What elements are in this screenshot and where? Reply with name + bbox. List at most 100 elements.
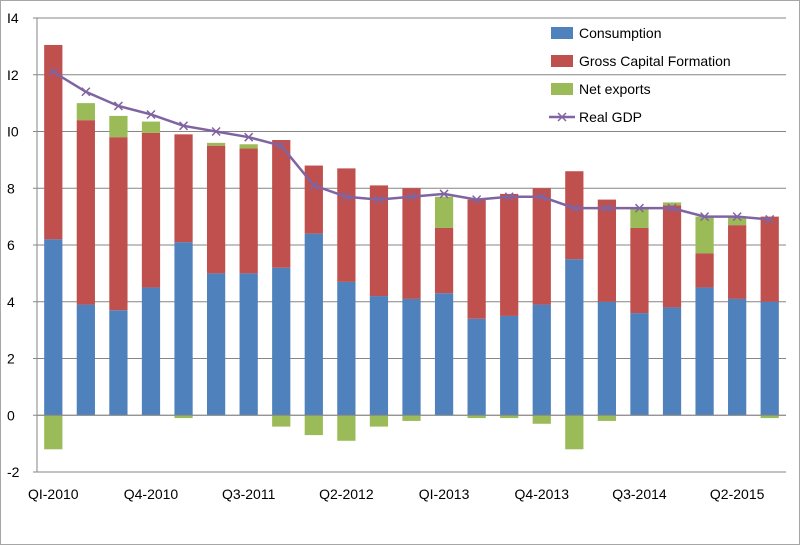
bar-consumption (109, 310, 128, 416)
gdp-point (472, 195, 482, 205)
gdp-point (309, 180, 319, 190)
gdp-point (146, 109, 156, 120)
bar-net-exports (304, 415, 323, 436)
bar-consumption (467, 318, 486, 416)
x-tick-label: Q4-2013 (515, 486, 570, 502)
x-tick-label: Q4-2010 (124, 486, 179, 502)
bar-net-exports (141, 121, 161, 133)
gdp-marker-stroke (211, 126, 221, 137)
bar-gross-capital-formation (500, 193, 519, 316)
bar-consumption (369, 296, 389, 416)
bar-consumption (76, 304, 95, 416)
bar-gross-capital-formation (630, 227, 649, 314)
gdp-marker-stroke (602, 203, 612, 213)
bar-net-exports (369, 415, 389, 427)
bar-consumption (565, 259, 584, 416)
bar-gross-capital-formation (434, 227, 454, 294)
bar-net-exports (467, 415, 486, 419)
bar-net-exports (402, 415, 421, 421)
gdp-marker-stroke (732, 212, 742, 222)
gdp-marker-stroke (504, 192, 514, 202)
x-tick-label: QI-2010 (28, 486, 79, 502)
bar-consumption (141, 287, 161, 416)
bar-net-exports (565, 415, 584, 450)
bar-net-exports (174, 415, 193, 419)
bar-gross-capital-formation (597, 199, 617, 302)
y-tick-label: -2 (7, 464, 20, 480)
y-tick-label: 8 (7, 180, 15, 196)
gdp-marker-stroke (537, 192, 547, 202)
bar-net-exports (76, 103, 95, 121)
y-tick-label: 0 (7, 407, 15, 423)
legend-swatch-gross-capital-formation (551, 55, 573, 67)
x-tick-label: Q3-2011 (222, 486, 276, 502)
bar-consumption (728, 298, 747, 416)
bar-consumption (434, 293, 454, 416)
gdp-point (537, 192, 547, 202)
gdp-point (569, 203, 579, 213)
bar-net-exports (532, 415, 551, 424)
legend-label: Real GDP (579, 109, 642, 125)
gdp-point (179, 121, 189, 131)
bars (44, 44, 779, 450)
y-tick-label: I2 (7, 67, 19, 83)
y-tick-label: 6 (7, 237, 15, 253)
legend-label: Consumption (579, 25, 662, 41)
bar-consumption (44, 239, 63, 416)
bar-gross-capital-formation (337, 168, 356, 282)
bar-consumption (206, 273, 226, 416)
bar-consumption (174, 242, 193, 416)
gdp-point (244, 132, 254, 142)
bar-gross-capital-formation (369, 185, 389, 297)
gdp-marker-stroke (48, 67, 58, 77)
gdp-marker-stroke (309, 180, 319, 190)
bar-consumption (532, 304, 551, 416)
bar-gross-capital-formation (239, 148, 258, 274)
bar-consumption (760, 301, 779, 416)
legend-swatch-consumption (551, 27, 573, 39)
bar-gross-capital-formation (760, 216, 779, 302)
gdp-line-layer (48, 67, 775, 224)
bar-gross-capital-formation (532, 188, 551, 305)
gdp-marker-stroke (569, 203, 579, 213)
axes: -2 0 2 4 6 8 I0 I2 I4 QI-2010 Q4-2010 Q3-2011 Q2-201… (7, 10, 786, 502)
gdp-marker-stroke (439, 189, 449, 199)
bar-gross-capital-formation (272, 140, 291, 268)
gdp-marker-stroke (179, 121, 189, 131)
gdp-point (634, 203, 644, 213)
bar-gross-capital-formation (467, 199, 486, 319)
x-tick-label: Q2-2012 (319, 486, 374, 502)
bar-gross-capital-formation (728, 225, 747, 299)
gdp-point (81, 87, 91, 97)
gdp-marker-stroke (341, 192, 351, 202)
bar-net-exports (109, 115, 128, 138)
gdp-point (732, 212, 742, 222)
bar-gross-capital-formation (206, 145, 226, 274)
bar-net-exports (630, 208, 649, 228)
bar-gross-capital-formation (565, 171, 584, 260)
gdp-marker-stroke (406, 192, 417, 202)
y-tick-label: 4 (7, 294, 15, 310)
gdp-point (113, 101, 123, 111)
bar-consumption (500, 315, 519, 416)
bar-net-exports (500, 415, 519, 419)
bar-gross-capital-formation (174, 134, 193, 243)
bar-net-exports (760, 415, 779, 419)
gdp-point (211, 126, 221, 137)
bar-net-exports (337, 415, 356, 441)
gdp-marker-stroke (700, 212, 710, 222)
legend-marker (557, 112, 567, 122)
bar-gross-capital-formation (662, 205, 682, 308)
y-tick-label: I4 (7, 10, 19, 26)
gdp-point (667, 203, 677, 213)
gdp-point (439, 189, 449, 199)
bar-net-exports (695, 216, 714, 254)
bar-net-exports (239, 144, 258, 149)
bar-net-exports (206, 142, 226, 146)
gdp-marker-stroke (113, 101, 123, 111)
bar-consumption (239, 273, 258, 416)
bar-consumption (695, 287, 714, 416)
gdp-point (765, 214, 775, 224)
